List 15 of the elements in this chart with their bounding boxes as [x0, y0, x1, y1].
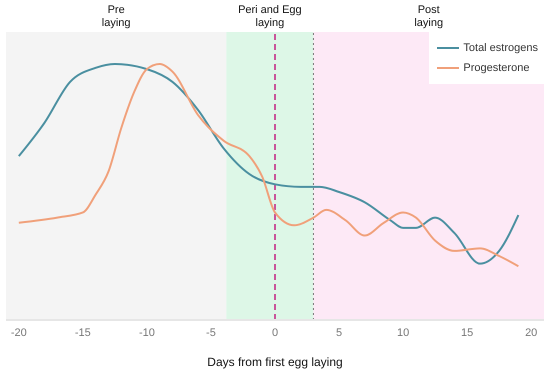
legend-label: Progesterone	[463, 61, 530, 76]
x-tick-label: 5	[336, 326, 342, 339]
band-label: Pre laying	[102, 4, 131, 29]
x-tick-label: -20	[10, 326, 27, 339]
x-tick-label: 20	[525, 326, 538, 339]
legend-label: Total estrogens	[463, 41, 538, 56]
x-tick-label: 10	[396, 326, 410, 339]
band-label: Peri and Egg laying	[238, 4, 302, 29]
x-tick-label: -10	[138, 326, 155, 339]
x-tick-label: 15	[461, 326, 474, 339]
x-tick-label: 0	[272, 326, 278, 339]
x-axis-title: Days from first egg laying	[207, 355, 343, 369]
x-tick-label: -15	[74, 326, 91, 339]
band-label: Post laying	[414, 4, 444, 29]
x-tick-label: -5	[206, 326, 216, 339]
